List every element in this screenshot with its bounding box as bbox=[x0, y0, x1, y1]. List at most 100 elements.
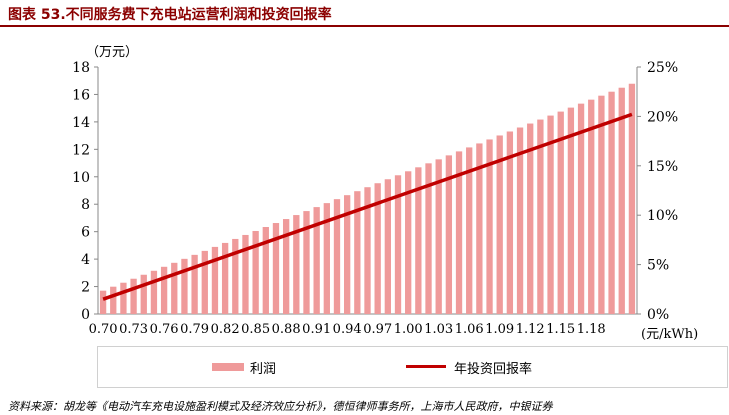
bar bbox=[313, 207, 320, 314]
bar bbox=[496, 135, 503, 314]
bar bbox=[232, 238, 239, 314]
x-tick-label: 1.06 bbox=[455, 322, 484, 337]
bar bbox=[628, 83, 636, 315]
y-tick-label: 4 bbox=[81, 252, 90, 268]
bar bbox=[486, 139, 493, 314]
y-tick-label: 14 bbox=[72, 115, 90, 131]
bar bbox=[598, 95, 605, 315]
figure-title: 图表 53.不同服务费下充电站运营利润和投资回报率 bbox=[8, 7, 332, 23]
bar bbox=[466, 147, 473, 314]
legend-line-swatch bbox=[406, 365, 446, 368]
bar bbox=[130, 278, 137, 314]
x-tick-label: 0.70 bbox=[89, 322, 118, 337]
bar bbox=[435, 159, 442, 314]
bar bbox=[303, 211, 310, 314]
bar bbox=[344, 195, 351, 314]
bar bbox=[506, 131, 514, 314]
bar bbox=[567, 107, 575, 315]
y-axis-unit: （万元） bbox=[86, 45, 139, 60]
bar bbox=[537, 119, 544, 314]
line-series bbox=[102, 112, 633, 301]
y2-tick-label: 25% bbox=[647, 60, 678, 76]
y-tick-label: 8 bbox=[81, 197, 90, 213]
bar bbox=[384, 179, 391, 314]
bar bbox=[445, 155, 453, 314]
y2-tick-label: 5% bbox=[647, 258, 669, 274]
x-tick-label: 1.00 bbox=[394, 322, 423, 337]
y2-tick-label: 15% bbox=[647, 159, 678, 175]
bar bbox=[527, 123, 534, 314]
bar bbox=[242, 234, 249, 314]
y-tick-label: 6 bbox=[81, 225, 90, 241]
bar bbox=[191, 254, 198, 314]
bar bbox=[282, 219, 290, 314]
bar bbox=[557, 111, 564, 314]
bar bbox=[120, 282, 127, 314]
legend-label-profit: 利润 bbox=[250, 362, 277, 377]
bar bbox=[608, 91, 615, 314]
bar bbox=[374, 183, 381, 314]
roi-line bbox=[102, 112, 633, 301]
bar bbox=[405, 171, 412, 314]
bar bbox=[140, 274, 147, 314]
y2-tick-label: 10% bbox=[647, 208, 678, 224]
x-tick-label: 1.18 bbox=[577, 322, 606, 337]
x-tick-label: 0.85 bbox=[241, 322, 270, 337]
y-tick-label: 12 bbox=[72, 142, 90, 158]
bar bbox=[323, 203, 330, 314]
bar bbox=[455, 151, 463, 314]
bar bbox=[354, 191, 361, 314]
bar bbox=[415, 167, 422, 314]
bar bbox=[99, 290, 107, 314]
bar bbox=[272, 223, 280, 314]
bar bbox=[394, 175, 402, 314]
bar bbox=[211, 246, 219, 314]
bar bbox=[547, 115, 554, 314]
bar bbox=[577, 103, 585, 314]
x-tick-label: 0.82 bbox=[211, 322, 240, 337]
x-axis-unit: (元/kWh) bbox=[641, 327, 699, 342]
x-tick-label: 1.12 bbox=[516, 322, 545, 337]
title-rule bbox=[0, 25, 729, 27]
y-tick-label: 0 bbox=[81, 307, 90, 323]
x-tick-label: 1.15 bbox=[546, 322, 575, 337]
bar bbox=[160, 266, 168, 314]
bar bbox=[221, 242, 229, 314]
y-tick-label: 16 bbox=[72, 87, 90, 103]
y-tick-label: 2 bbox=[81, 280, 90, 296]
x-tick-label: 0.94 bbox=[333, 322, 362, 337]
bar bbox=[150, 270, 158, 314]
bar bbox=[201, 250, 208, 314]
bar bbox=[181, 258, 188, 314]
x-tick-label: 0.73 bbox=[119, 322, 148, 337]
bar bbox=[618, 87, 625, 314]
bar bbox=[588, 99, 595, 314]
bar bbox=[171, 262, 178, 314]
bar bbox=[425, 163, 432, 314]
bar bbox=[364, 187, 371, 314]
y-tick-label: 10 bbox=[72, 170, 90, 186]
y2-tick-label: 20% bbox=[647, 109, 678, 125]
bar-series bbox=[99, 83, 636, 315]
bar bbox=[293, 215, 300, 314]
bar bbox=[262, 227, 269, 314]
legend-label-roi: 年投资回报率 bbox=[454, 362, 533, 377]
bar bbox=[252, 230, 259, 314]
x-tick-label: 0.76 bbox=[150, 322, 179, 337]
legend-bar-swatch bbox=[212, 363, 244, 371]
y2-tick-label: 0% bbox=[647, 307, 669, 323]
source-note: 资料来源：胡龙等《电动汽车充电设施盈利模式及经济效应分析》，德恒律师事务所，上海… bbox=[8, 400, 553, 413]
x-tick-label: 0.88 bbox=[272, 322, 301, 337]
y-tick-label: 18 bbox=[72, 60, 90, 76]
x-tick-label: 1.03 bbox=[424, 322, 453, 337]
x-tick-label: 0.97 bbox=[363, 322, 392, 337]
bar bbox=[110, 286, 117, 314]
bar bbox=[516, 127, 524, 314]
bar bbox=[333, 199, 341, 314]
x-tick-label: 0.91 bbox=[302, 322, 331, 337]
bar bbox=[476, 143, 483, 314]
x-tick-label: 0.79 bbox=[180, 322, 209, 337]
x-tick-label: 1.09 bbox=[485, 322, 514, 337]
